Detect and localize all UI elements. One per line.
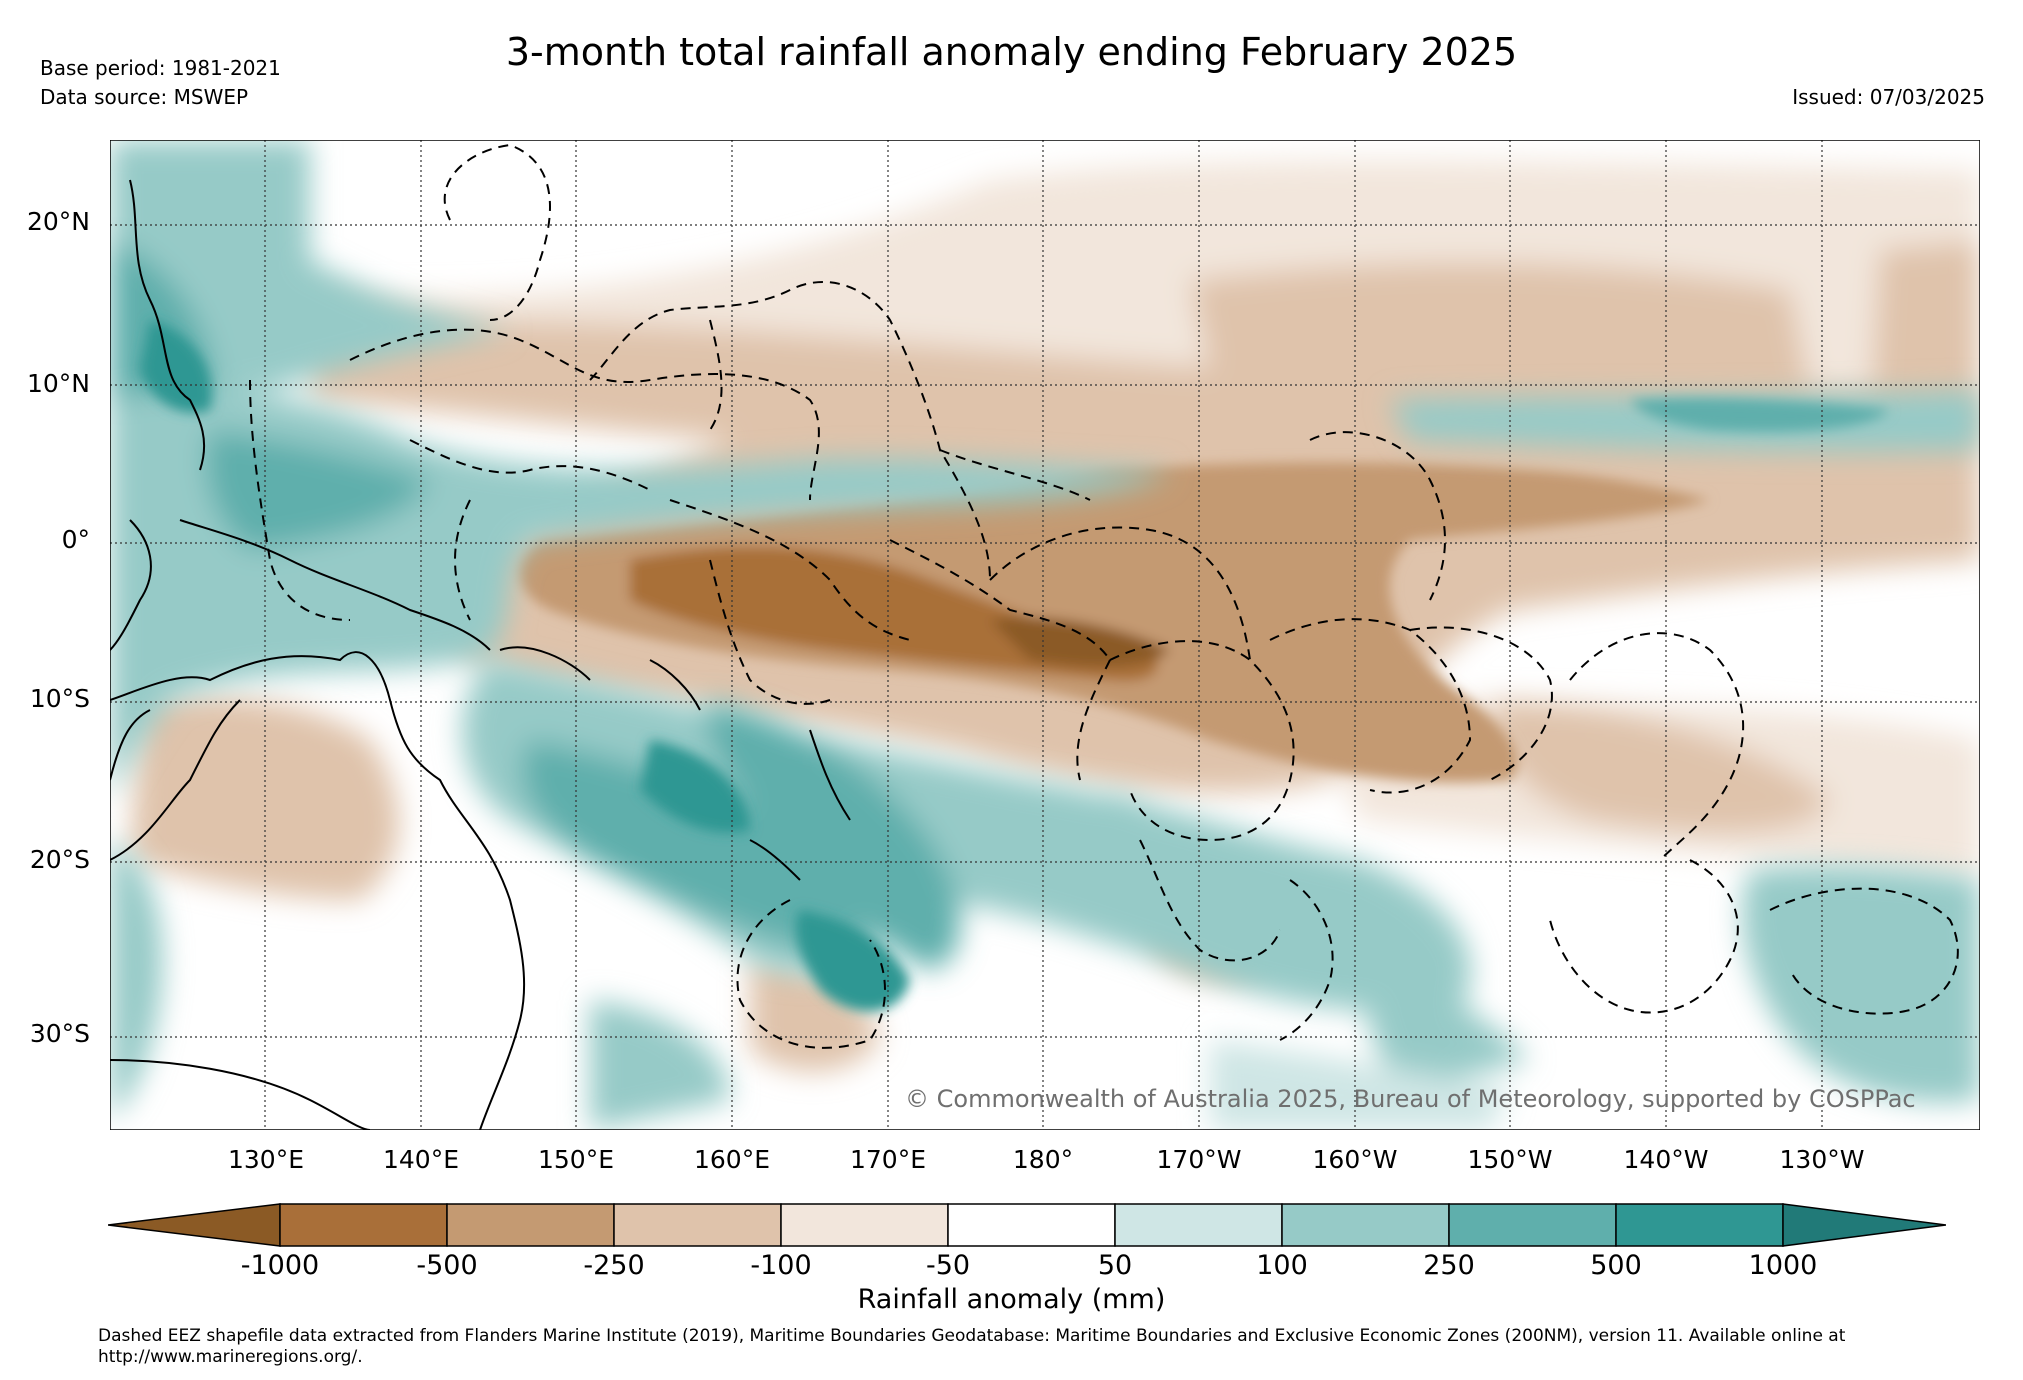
colorbar-bin — [947, 1203, 1116, 1247]
longitude-label-160w: 160°W — [1312, 1145, 1398, 1174]
colorbar-bin — [1281, 1203, 1450, 1247]
colorbar-tick: -100 — [750, 1250, 812, 1281]
longitude-label-140w: 140°W — [1623, 1145, 1709, 1174]
latitude-label-10s: 10°S — [29, 684, 90, 713]
colorbar-bin — [613, 1203, 782, 1247]
latitude-label-20s: 20°S — [29, 845, 90, 874]
colorbar-bin — [780, 1203, 949, 1247]
longitude-label-160e: 160°E — [693, 1145, 771, 1174]
issued-date-label: Issued: 07/03/2025 — [1792, 85, 1985, 109]
colorbar-tick: -500 — [416, 1250, 478, 1281]
longitude-label-140e: 140°E — [382, 1145, 460, 1174]
eez-boundaries — [249, 143, 1959, 1049]
longitude-label-170e: 170°E — [849, 1145, 927, 1174]
latitude-label-20n: 20°N — [26, 207, 90, 236]
coastlines — [110, 179, 851, 1130]
copyright-credit: © Commonwealth of Australia 2025, Bureau… — [905, 1085, 1916, 1113]
colorbar-extend-dry — [108, 1203, 281, 1247]
longitude-label-150e: 150°E — [537, 1145, 615, 1174]
base-period-label: Base period: 1981-2021 — [40, 56, 281, 80]
map-title: 3-month total rainfall anomaly ending Fe… — [505, 30, 1518, 74]
colorbar-bin — [279, 1203, 448, 1247]
colorbar-tick: 1000 — [1748, 1250, 1818, 1281]
colorbar-tick: -250 — [583, 1250, 645, 1281]
colorbar-tick: 100 — [1256, 1250, 1308, 1281]
latitude-label-30s: 30°S — [29, 1019, 90, 1048]
colorbar-bin — [1114, 1203, 1283, 1247]
colorbar-tick: 50 — [1097, 1250, 1133, 1281]
longitude-label-170w: 170°W — [1156, 1145, 1242, 1174]
longitude-label-150w: 150°W — [1467, 1145, 1553, 1174]
colorbar-label: Rainfall anomaly (mm) — [857, 1284, 1166, 1315]
longitude-label-130e: 130°E — [227, 1145, 305, 1174]
graticule — [110, 140, 1980, 1130]
longitude-label-130w: 130°W — [1779, 1145, 1865, 1174]
colorbar-extend-wet — [1782, 1203, 1946, 1247]
colorbar-tick: 500 — [1590, 1250, 1642, 1281]
latitude-label-10n: 10°N — [26, 369, 90, 398]
colorbar-tick: -50 — [925, 1250, 971, 1281]
latitude-label-equator: 0° — [61, 525, 90, 554]
colorbar — [108, 1203, 1946, 1247]
colorbar-tick: 250 — [1423, 1250, 1475, 1281]
colorbar-tick: -1000 — [240, 1250, 320, 1281]
colorbar-bin — [1448, 1203, 1617, 1247]
colorbar-bin — [446, 1203, 615, 1247]
longitude-label-180: 180° — [1012, 1145, 1074, 1174]
colorbar-bin — [1615, 1203, 1784, 1247]
data-source-label: Data source: MSWEP — [40, 85, 249, 109]
rainfall-anomaly-map — [110, 140, 1980, 1130]
footer-attribution: Dashed EEZ shapefile data extracted from… — [98, 1326, 1846, 1367]
